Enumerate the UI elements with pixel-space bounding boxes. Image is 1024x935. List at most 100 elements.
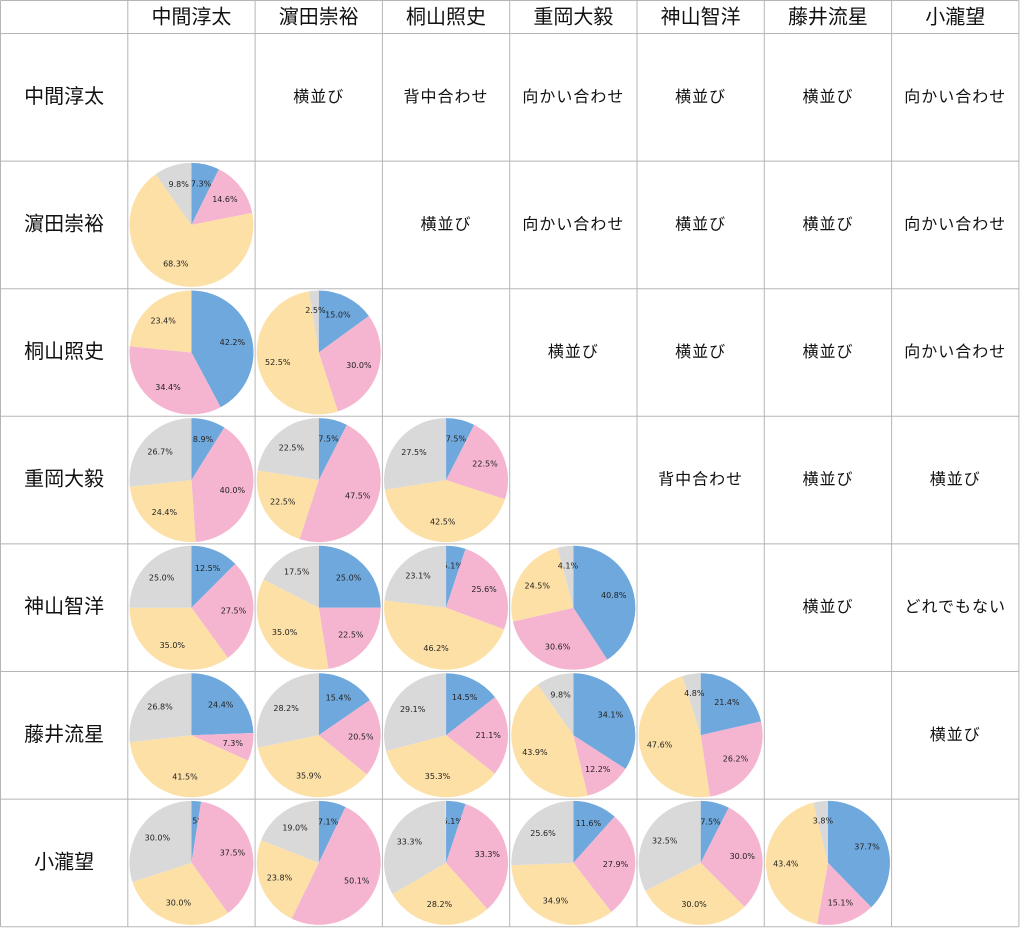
pie-label: 9.8% [550,691,571,700]
cell-text: 背中合わせ [658,470,743,489]
pie-slice [191,418,225,481]
pie-slice [765,802,828,924]
pie-label: 4.1% [558,561,579,570]
pie-label: 8.9% [193,435,214,444]
cell-text: 向かい合わせ [904,87,1006,106]
row-header: 小瀧望 [34,849,94,873]
pie-label: 5.1% [443,562,464,571]
pie-slice [446,545,466,608]
pie-label: 29.1% [400,705,426,714]
pie-label: 11.6% [576,819,602,828]
pie-label: 40.0% [220,486,246,495]
pie-label: 47.6% [647,740,673,749]
pie-slice [309,290,319,353]
pie-slice [318,418,347,481]
pie-label: 68.3% [163,260,189,269]
cell-text: どれでもない [904,597,1006,616]
pie-slice [446,804,509,910]
pie-label: 46.2% [423,644,449,653]
pie-label: 30.0% [730,852,756,861]
pie-label: 17.5% [284,567,310,576]
pie-slice [191,290,254,408]
pie-label: 12.5% [195,564,221,573]
pie-label: 24.4% [152,508,178,517]
pie-label: 24.4% [208,700,234,709]
pie-slice [129,545,192,608]
cell-text: 横並び [802,214,853,233]
pie-slice [318,290,369,353]
pie-slice [384,600,505,670]
pie-label: 21.1% [475,731,501,740]
pie-label: 9.8% [169,180,190,189]
pie-slice [817,862,872,925]
pie-label: 30.0% [166,898,192,907]
row-header: 神山智洋 [24,594,104,618]
pie-label: 30.6% [545,642,571,651]
pie-slice [256,291,338,415]
pie-slice [191,800,202,863]
column-header: 中間淳太 [151,5,231,29]
pie-slice [318,316,381,412]
pie-label: 26.2% [723,754,749,763]
pie-slice [511,547,574,622]
pie-slice [700,673,762,736]
pie-slice [638,676,710,798]
pie-slice [291,806,381,925]
pie-slice [129,607,228,670]
pie-label: 23.1% [405,572,431,581]
pie-label: 7.5% [318,435,339,444]
pie-label: 27.5% [221,607,247,616]
pie-slice [511,800,574,866]
pie-slice [573,735,626,796]
pie-label: 32.5% [652,836,678,845]
pie-label: 42.2% [220,338,246,347]
pie-slice [299,424,381,543]
pie-slice [257,735,367,798]
pie-label: 47.5% [345,492,371,501]
pie-slice [191,169,253,225]
pie-label: 37.7% [854,843,880,852]
pie-label: 35.0% [160,641,186,650]
pie-label: 3.8% [813,817,834,826]
pie-label: 50.1% [344,877,370,886]
pie-slice [557,545,574,608]
cell-text: 背中合わせ [404,87,489,106]
pie-label: 22.5% [338,631,364,640]
pie-label: 7.5% [446,435,467,444]
pie-label: 7.1% [318,817,339,826]
pie-label: 14.5% [452,693,478,702]
pie-label: 24.5% [525,581,551,590]
pie-slice [446,424,509,500]
pie-slice [261,800,319,863]
cell-text: 向かい合わせ [904,214,1006,233]
pie-label: 33.3% [397,838,423,847]
pie-slice [129,735,249,798]
pie-slice [446,548,509,630]
cell-text: 横並び [802,342,853,361]
pie-label: 2.5% [185,816,206,825]
pie-slice [129,800,192,883]
pie-slice [573,673,636,769]
pie-label: 15.4% [326,693,352,702]
pie-slice [573,816,636,912]
pie-slice [129,174,254,287]
pie-label: 12.2% [585,765,611,774]
cell-text: 横並び [930,470,981,489]
pie-label: 4.8% [684,689,705,698]
pie-label: 35.3% [425,772,451,781]
pie-slice [191,427,254,542]
pie-label: 5.1% [443,817,464,826]
row-header: 桐山照史 [24,339,104,363]
pie-slice [191,673,254,736]
pie-label: 25.0% [336,573,362,582]
cell-text: 向かい合わせ [522,214,624,233]
pie-slice [191,563,254,658]
pie-label: 20.5% [348,733,374,742]
pie-slice [638,800,701,892]
pie-label: 23.8% [267,874,293,883]
pie-slice [318,800,346,863]
pie-slice [256,579,329,670]
column-header: 桐山照史 [406,5,486,29]
cell-text: 横並び [802,470,853,489]
